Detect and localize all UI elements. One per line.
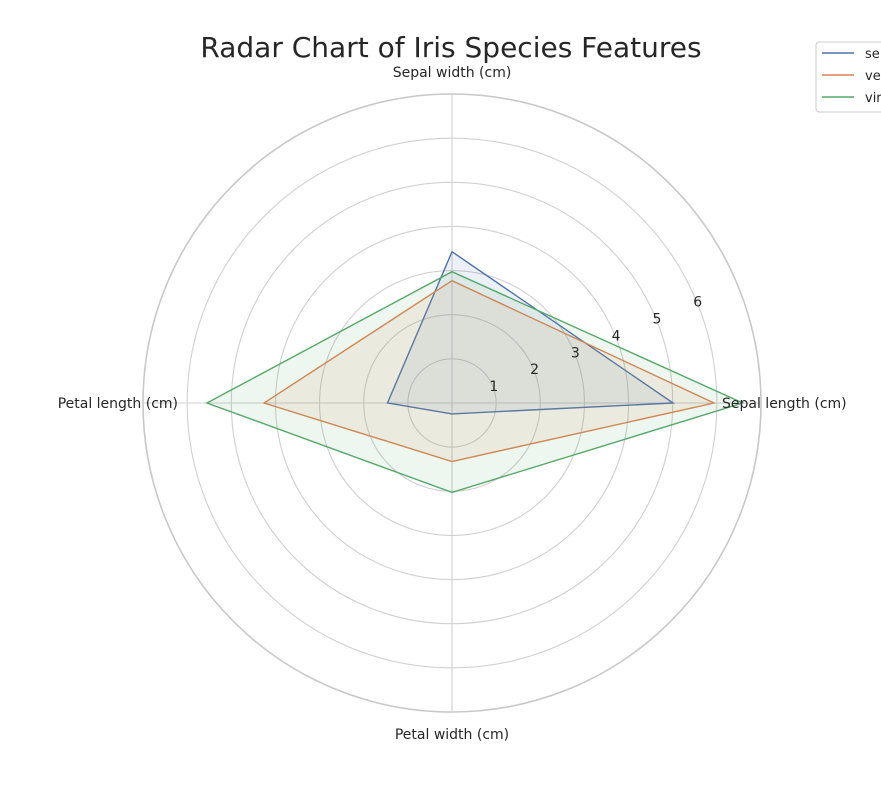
series-line-versicolor [262, 279, 717, 463]
radial-tick-label: 5 [652, 312, 661, 328]
axis-label-petal-width: Petal width (cm) [395, 727, 509, 743]
legend-items: se ve vir [822, 47, 881, 106]
radial-tick-label: 1 [489, 379, 498, 395]
radial-tick-labels: 1 2 3 4 5 6 [489, 295, 702, 396]
axis-labels: Sepal length (cm) Sepal width (cm) Petal… [58, 65, 847, 743]
legend: se ve vir [815, 41, 881, 113]
legend-box [815, 41, 881, 113]
axis-label-petal-length: Petal length (cm) [58, 396, 178, 412]
chart-title: Radar Chart of Iris Species Features [200, 31, 701, 64]
radar-grid [142, 93, 762, 713]
series-line-setosa [386, 250, 676, 415]
axis-label-sepal-length: Sepal length (cm) [722, 396, 847, 412]
radial-tick-label: 3 [571, 345, 580, 361]
radial-tick-label: 2 [530, 362, 539, 378]
series-fill-versicolor [264, 280, 714, 462]
radial-tick-label: 4 [612, 328, 621, 344]
series-fill-virginica [206, 271, 743, 493]
axis-label-sepal-width: Sepal width (cm) [393, 65, 512, 81]
series-line-virginica [205, 270, 745, 494]
legend-label-virginica: vir [865, 91, 881, 106]
legend-label-versicolor: ve [865, 69, 881, 84]
radial-tick-label: 6 [693, 295, 702, 311]
legend-label-setosa: se [865, 47, 880, 62]
series-fill-setosa [387, 251, 673, 414]
radar-series [205, 250, 745, 494]
